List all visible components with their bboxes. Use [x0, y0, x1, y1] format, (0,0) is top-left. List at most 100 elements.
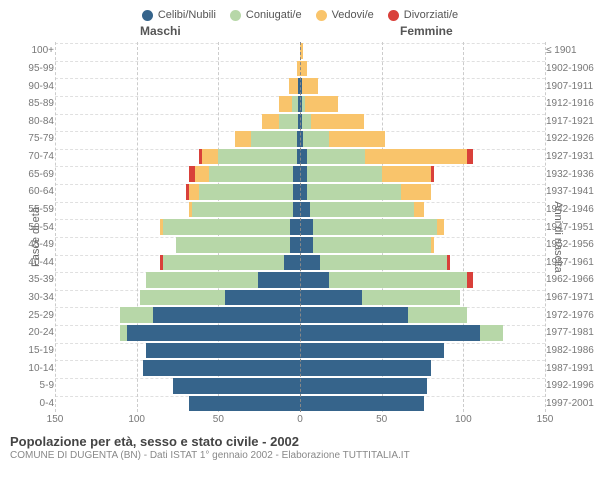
bar-segment: [302, 78, 318, 94]
legend-item: Vedovi/e: [316, 9, 374, 21]
male-bar: [146, 343, 300, 359]
center-axis: [300, 42, 301, 412]
birth-year-label: 1917-1921: [546, 116, 598, 127]
birth-year-label: 1902-1906: [546, 63, 598, 74]
bar-segment: [300, 325, 480, 341]
birth-year-label: 1947-1951: [546, 222, 598, 233]
age-label: 90-94: [2, 81, 54, 92]
age-label: 5-9: [2, 380, 54, 391]
bar-segment: [235, 131, 251, 147]
age-label: 85-89: [2, 98, 54, 109]
male-bar: [235, 131, 300, 147]
bar-segment: [279, 96, 292, 112]
birth-year-label: 1982-1986: [546, 345, 598, 356]
birth-year-label: 1992-1996: [546, 380, 598, 391]
female-bar: [300, 290, 460, 306]
birth-year-label: 1967-1971: [546, 292, 598, 303]
birth-year-label: 1962-1966: [546, 274, 598, 285]
bar-segment: [300, 396, 424, 412]
x-tick-label: 150: [47, 414, 64, 425]
male-bar: [160, 219, 300, 235]
female-bar: [300, 149, 473, 165]
bar-segment: [447, 255, 450, 271]
female-bar: [300, 307, 467, 323]
male-bar: [262, 114, 300, 130]
legend-item: Celibi/Nubili: [142, 9, 216, 21]
birth-year-label: 1972-1976: [546, 310, 598, 321]
female-bar: [300, 396, 424, 412]
birth-year-label: 1952-1956: [546, 239, 598, 250]
birth-year-label: 1912-1916: [546, 98, 598, 109]
male-bar: [173, 378, 300, 394]
female-bar: [300, 343, 444, 359]
bar-segment: [311, 114, 363, 130]
male-bar: [176, 237, 300, 253]
age-label: 45-49: [2, 239, 54, 250]
birth-year-label: ≤ 1901: [546, 45, 598, 56]
bar-segment: [127, 325, 300, 341]
age-label: 50-54: [2, 222, 54, 233]
gridline: [545, 42, 546, 412]
bar-segment: [300, 290, 362, 306]
bar-segment: [300, 307, 408, 323]
birth-year-label: 1942-1946: [546, 204, 598, 215]
bar-segment: [195, 166, 208, 182]
birth-year-label: 1907-1911: [546, 81, 598, 92]
female-bar: [300, 96, 338, 112]
male-bar: [199, 149, 300, 165]
bar-segment: [300, 237, 313, 253]
birth-year-label: 1937-1941: [546, 186, 598, 197]
gridline: [55, 42, 56, 412]
bar-segment: [300, 255, 320, 271]
bar-segment: [143, 360, 300, 376]
bar-segment: [199, 184, 294, 200]
header-males: Maschi: [140, 24, 181, 38]
pyramid-chart: Celibi/Nubili Coniugati/e Vedovi/e Divorzia…: [0, 0, 600, 500]
x-axis: 15010050050100150: [0, 412, 600, 432]
age-label: 25-29: [2, 310, 54, 321]
bar-segment: [300, 219, 313, 235]
footer-subtitle: COMUNE DI DUGENTA (BN) - Dati ISTAT 1° g…: [10, 450, 590, 461]
bar-segment: [408, 307, 467, 323]
legend-item: Divorziati/e: [388, 9, 458, 21]
x-tick-label: 50: [376, 414, 387, 425]
bar-segment: [300, 360, 431, 376]
gender-headers: Maschi Femmine: [0, 24, 600, 42]
gridline: [463, 42, 464, 412]
bar-segment: [262, 114, 278, 130]
legend-label: Divorziati/e: [404, 9, 458, 21]
x-tick-label: 50: [213, 414, 224, 425]
male-bar: [186, 184, 300, 200]
x-tick-label: 100: [455, 414, 472, 425]
bar-segment: [467, 272, 474, 288]
female-bar: [300, 325, 503, 341]
legend-swatch: [316, 10, 327, 21]
bar-segment: [313, 237, 431, 253]
age-label: 30-34: [2, 292, 54, 303]
bar-segment: [163, 255, 284, 271]
female-bar: [300, 237, 434, 253]
bar-segment: [284, 255, 300, 271]
age-label: 15-19: [2, 345, 54, 356]
age-label: 10-14: [2, 363, 54, 374]
bar-segment: [307, 149, 366, 165]
birth-year-label: 1927-1931: [546, 151, 598, 162]
birth-year-label: 1987-1991: [546, 363, 598, 374]
age-label: 80-84: [2, 116, 54, 127]
bar-segment: [305, 96, 338, 112]
bar-segment: [173, 378, 300, 394]
birth-year-label: 1957-1961: [546, 257, 598, 268]
legend-swatch: [230, 10, 241, 21]
male-bar: [189, 202, 300, 218]
bar-segment: [362, 290, 460, 306]
bar-segment: [218, 149, 296, 165]
bar-segment: [431, 166, 434, 182]
age-label: 75-79: [2, 133, 54, 144]
male-bar: [140, 290, 300, 306]
bar-segment: [209, 166, 294, 182]
bar-segment: [300, 272, 329, 288]
age-label: 65-69: [2, 169, 54, 180]
legend-item: Coniugati/e: [230, 9, 302, 21]
bar-segment: [146, 343, 300, 359]
bar-segment: [414, 202, 424, 218]
